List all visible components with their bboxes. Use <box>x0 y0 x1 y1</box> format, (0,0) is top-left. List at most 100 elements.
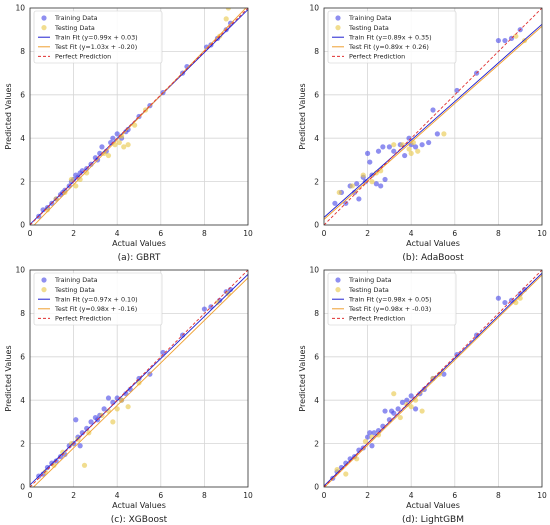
plot-content <box>30 8 248 225</box>
legend-entry: Testing Data <box>348 286 389 294</box>
test-fit-line <box>324 25 542 220</box>
testing-point <box>406 146 412 152</box>
training-point <box>367 430 373 436</box>
plot-frame <box>29 7 249 226</box>
panel-caption: (b): AdaBoost <box>402 253 464 263</box>
legend-entry: Train Fit (y=0.97x + 0.10) <box>54 295 138 303</box>
training-point <box>412 406 419 412</box>
y-tick-label: 10 <box>309 266 319 275</box>
y-tick-label: 0 <box>20 221 25 230</box>
testing-point <box>114 406 120 412</box>
x-tick-label: 0 <box>28 229 33 238</box>
training-point <box>332 200 338 206</box>
y-axis-label: Predicted Values <box>298 345 307 411</box>
train-fit-line <box>30 274 248 486</box>
x-tick-label: 6 <box>158 491 163 500</box>
training-point <box>77 443 83 449</box>
testing-point <box>105 152 112 159</box>
legend-box <box>327 272 457 326</box>
testing-point <box>110 419 116 425</box>
legend-entry: Perfect Prediction <box>349 53 405 61</box>
training-point <box>160 349 166 356</box>
x-tick-label: 4 <box>115 229 120 238</box>
training-point <box>369 443 375 449</box>
legend-entry: Training Data <box>54 14 98 22</box>
training-point <box>419 142 425 148</box>
testing-point <box>223 16 229 22</box>
testing-point <box>81 462 88 468</box>
y-tick-label: 4 <box>20 396 25 405</box>
legend-marker-training <box>335 277 341 283</box>
testing-point <box>419 408 425 414</box>
testing-point <box>362 438 369 445</box>
training-point <box>101 406 107 412</box>
legend-entry: Test Fit (y=0.98x + -0.03) <box>348 305 431 313</box>
y-tick-label: 2 <box>20 177 25 186</box>
training-point <box>388 408 395 414</box>
y-tick-label: 8 <box>314 47 319 56</box>
x-tick-label: 8 <box>496 491 501 500</box>
legend-entry: Training Data <box>348 276 392 284</box>
testing-point <box>116 139 122 146</box>
x-axis-label: Actual Values <box>406 239 460 248</box>
panel-1: 0 2 4 6 8 10 0 2 4 6 8 10 Actual Values Predicted Val… <box>4 4 253 263</box>
x-tick-label: 2 <box>365 491 370 500</box>
training-point <box>441 371 447 377</box>
testing-point <box>225 8 231 11</box>
y-tick-label: 6 <box>314 91 319 100</box>
legend-entry: Perfect Prediction <box>55 315 111 323</box>
x-axis-label: Actual Values <box>112 239 166 248</box>
testing-point <box>369 179 375 185</box>
testing-point <box>397 414 403 421</box>
plot-frame <box>323 269 543 488</box>
y-tick-label: 0 <box>20 483 25 492</box>
legend-marker-testing <box>335 287 341 293</box>
plot-content <box>30 270 248 487</box>
legend-entry: Test Fit (y=0.98x + -0.16) <box>54 305 137 313</box>
testing-point <box>521 37 528 44</box>
x-tick-label: 10 <box>243 229 253 238</box>
training-point <box>123 391 129 397</box>
testing-point <box>68 441 75 447</box>
y-axis-label: Predicted Values <box>4 83 13 149</box>
legend-entry: Test Fit (y=0.89x + 0.26) <box>348 43 429 51</box>
legend-marker-training <box>335 15 341 21</box>
testing-point <box>334 467 340 473</box>
x-tick-label: 10 <box>537 229 547 238</box>
training-point <box>110 135 116 141</box>
y-tick-label: 8 <box>314 309 319 318</box>
testing-point <box>125 142 131 148</box>
panel-caption: (c): XGBoost <box>111 515 168 525</box>
testing-point <box>415 148 421 154</box>
testing-point <box>73 183 79 189</box>
testing-point <box>136 380 142 386</box>
y-tick-label: 2 <box>314 439 319 448</box>
training-point <box>502 37 508 44</box>
y-tick-label: 6 <box>20 91 25 100</box>
y-tick-label: 8 <box>20 309 25 318</box>
training-point <box>380 144 386 150</box>
testing-point <box>336 189 342 196</box>
legend-box <box>33 272 163 326</box>
x-tick-label: 0 <box>322 229 327 238</box>
training-point <box>40 207 46 213</box>
testing-point <box>68 176 75 183</box>
training-point <box>365 150 371 156</box>
x-tick-label: 4 <box>409 491 414 500</box>
legend-entry: Test Fit (y=1.03x + -0.20) <box>54 43 137 51</box>
testing-point <box>408 404 414 410</box>
training-point <box>347 456 353 462</box>
testing-point <box>349 183 355 189</box>
x-tick-label: 2 <box>71 229 76 238</box>
training-point <box>362 179 369 185</box>
training-point <box>399 399 406 405</box>
perfect-prediction-line <box>30 8 248 225</box>
testing-point <box>118 397 125 403</box>
x-tick-label: 6 <box>452 491 457 500</box>
x-tick-label: 10 <box>243 491 253 500</box>
y-axis-label: Predicted Values <box>4 345 13 411</box>
testing-point <box>391 142 397 148</box>
y-tick-label: 2 <box>20 439 25 448</box>
